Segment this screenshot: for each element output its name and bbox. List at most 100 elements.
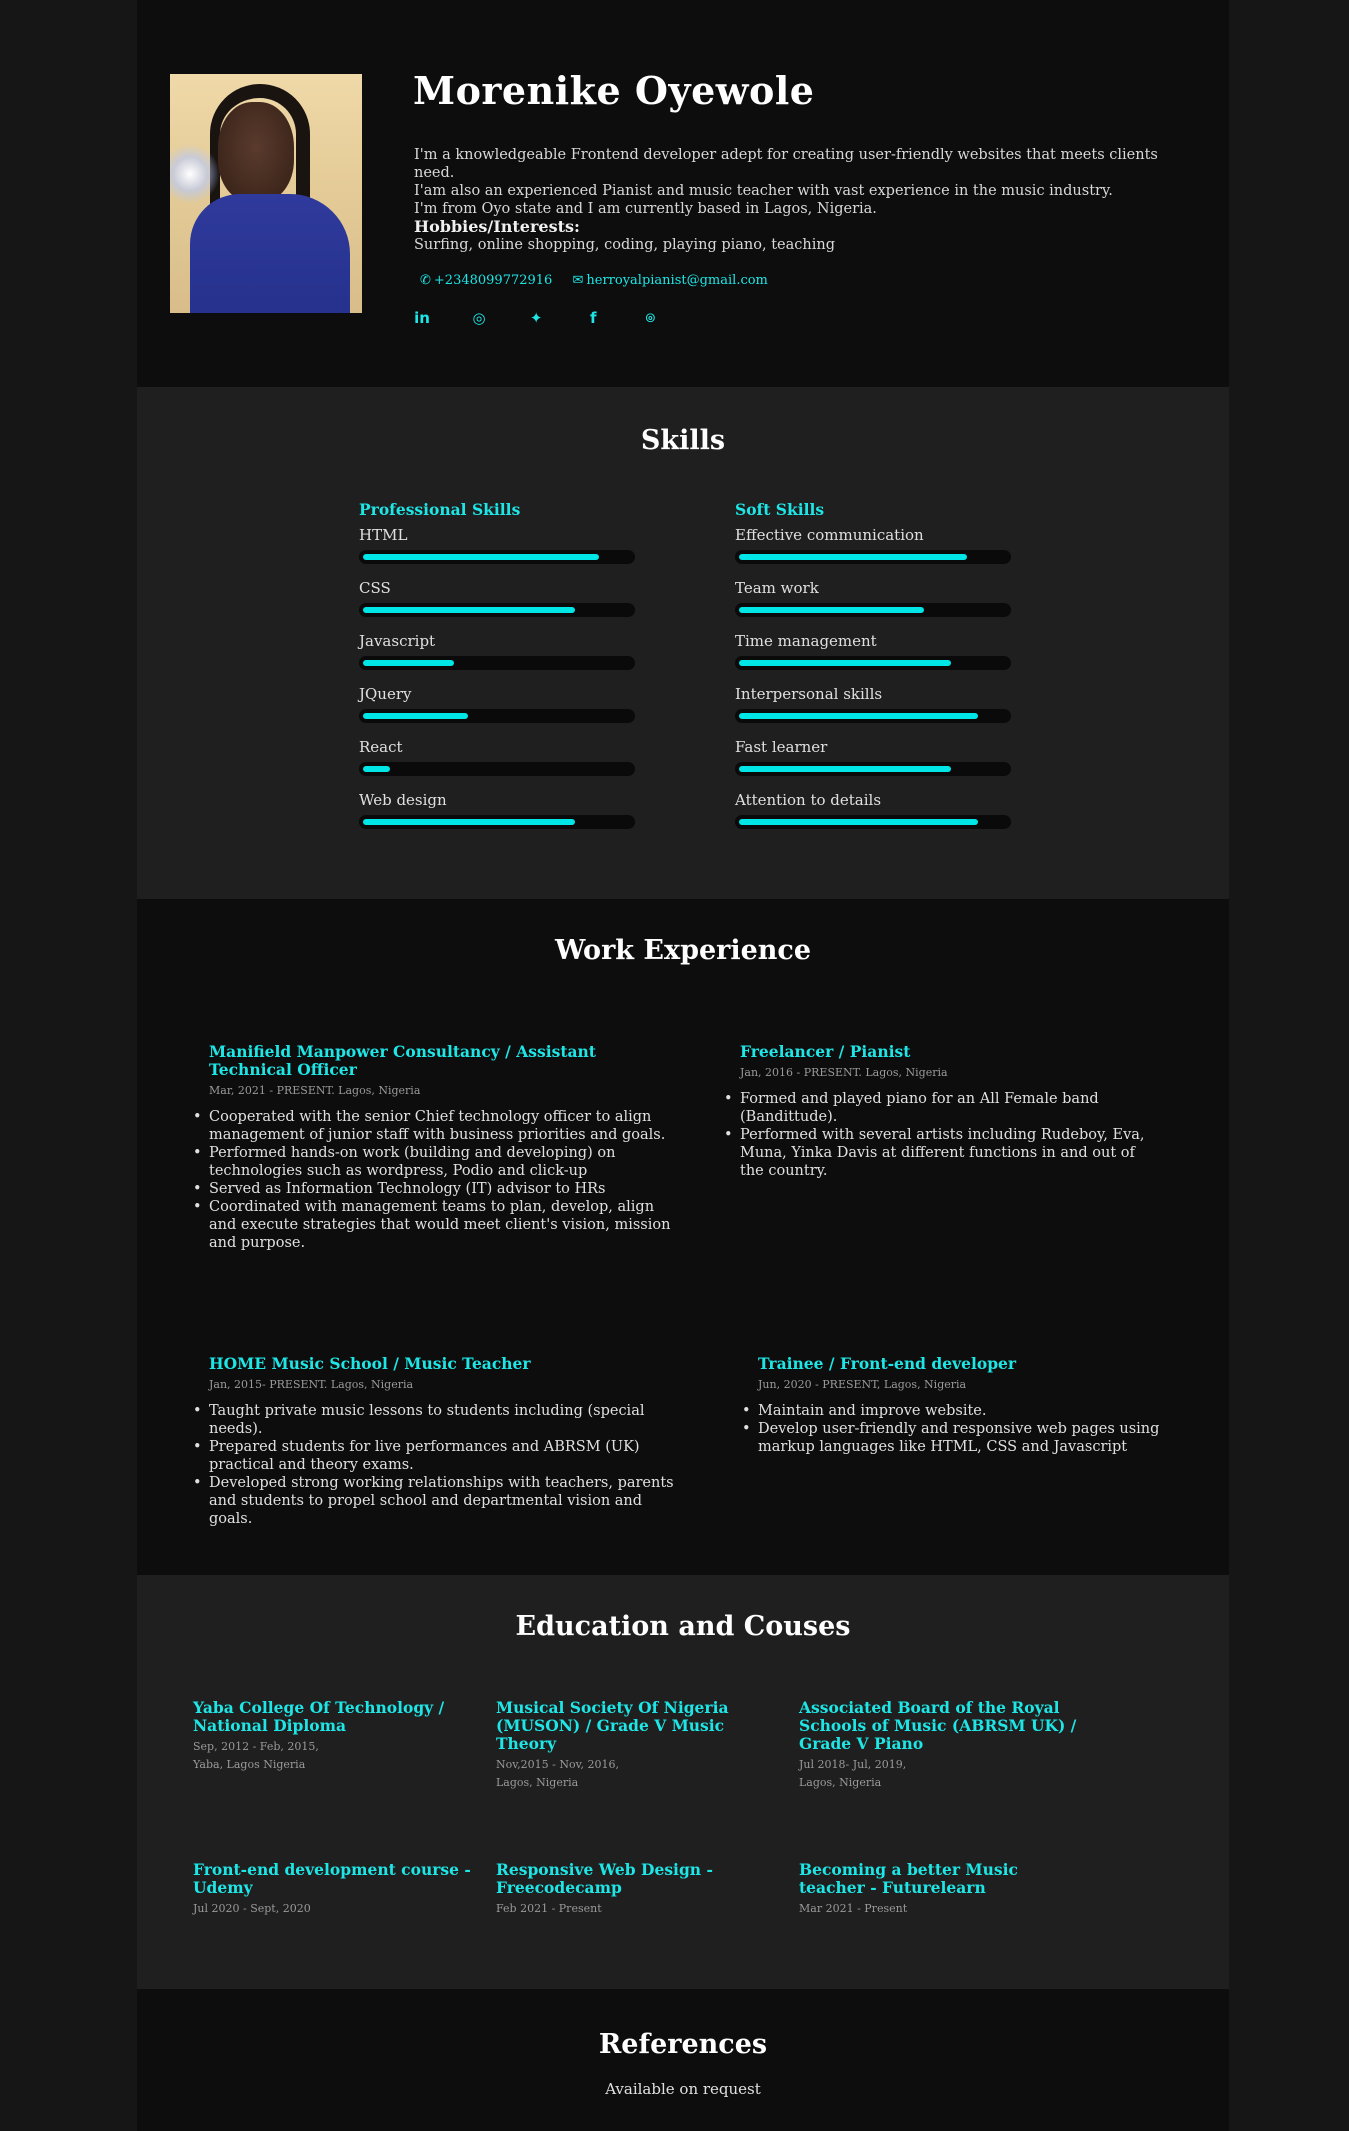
skill-label: Time management bbox=[735, 632, 877, 650]
job-bullet: Served as Information Technology (IT) ad… bbox=[193, 1180, 679, 1198]
skill-item: CSS bbox=[359, 579, 635, 632]
github-icon[interactable]: ⌾ bbox=[645, 309, 655, 327]
job-bullets: Cooperated with the senior Chief technol… bbox=[193, 1108, 679, 1252]
instagram-icon[interactable]: ◎ bbox=[472, 309, 486, 327]
course-location: Lagos, Nigeria bbox=[799, 1776, 882, 1789]
course-entry: Front-end development course - Udemy Jul… bbox=[193, 1861, 473, 1918]
work-experience-title: Work Experience bbox=[554, 935, 812, 966]
skill-bar-fill bbox=[739, 660, 951, 666]
course-dates: Jul 2020 - Sept, 2020 bbox=[193, 1902, 311, 1915]
skill-bar bbox=[359, 656, 635, 670]
skill-label: React bbox=[359, 738, 403, 756]
skill-label: Javascript bbox=[359, 632, 436, 650]
skill-label: Team work bbox=[735, 579, 819, 597]
soft-skills-title: Soft Skills bbox=[735, 500, 825, 519]
job-bullet: Maintain and improve website. bbox=[742, 1402, 1168, 1420]
course-meta: Jul 2018- Jul, 2019, Lagos, Nigeria bbox=[799, 1756, 1079, 1792]
skill-bar bbox=[735, 709, 1011, 723]
job-title: Freelancer / Pianist bbox=[740, 1042, 911, 1061]
skill-bar-fill bbox=[363, 660, 454, 666]
job-entry: Manifield Manpower Consultancy / Assista… bbox=[193, 1043, 679, 1252]
course-location: Lagos, Nigeria bbox=[496, 1776, 579, 1789]
course-dates: Nov,2015 - Nov, 2016, bbox=[496, 1758, 619, 1771]
references-section: References Available on request bbox=[137, 1989, 1229, 2131]
job-meta: Jun, 2020 - PRESENT, Lagos, Nigeria bbox=[758, 1378, 967, 1391]
phone-number: +2348099772916 bbox=[433, 273, 553, 288]
job-meta: Jan, 2016 - PRESENT. Lagos, Nigeria bbox=[740, 1066, 948, 1079]
twitter-icon[interactable]: ✦ bbox=[529, 309, 543, 327]
job-bullet: Prepared students for live performances … bbox=[193, 1438, 689, 1474]
job-bullet: Taught private music lessons to students… bbox=[193, 1402, 689, 1438]
course-title: Responsive Web Design - Freecodecamp bbox=[496, 1860, 713, 1897]
course-title: Yaba College Of Technology / National Di… bbox=[193, 1698, 445, 1735]
skill-item: Time management bbox=[735, 632, 1011, 685]
course-entry: Yaba College Of Technology / National Di… bbox=[193, 1699, 453, 1774]
skill-bar-fill bbox=[363, 766, 390, 772]
bio-line: I'm a knowledgeable Frontend developer a… bbox=[414, 147, 1158, 181]
skills-section: Skills Professional Skills HTML CSS Java… bbox=[137, 387, 1229, 899]
email-address: herroyalpianist@gmail.com bbox=[586, 273, 768, 288]
course-dates: Feb 2021 - Present bbox=[496, 1902, 602, 1915]
course-meta: Jul 2020 - Sept, 2020 bbox=[193, 1900, 473, 1918]
job-bullet: Cooperated with the senior Chief technol… bbox=[193, 1108, 679, 1144]
resume-page: Morenike Oyewole I'm a knowledgeable Fro… bbox=[137, 0, 1229, 2131]
skill-label: CSS bbox=[359, 579, 391, 597]
skill-bar bbox=[735, 550, 1011, 564]
skill-item: React bbox=[359, 738, 635, 791]
social-links: in ◎ ✦ f ⌾ bbox=[413, 308, 693, 327]
course-title: Associated Board of the Royal Schools of… bbox=[799, 1698, 1077, 1753]
course-entry: Responsive Web Design - Freecodecamp Feb… bbox=[496, 1861, 736, 1918]
course-location: Yaba, Lagos Nigeria bbox=[193, 1758, 306, 1771]
skill-label: Interpersonal skills bbox=[735, 685, 883, 703]
profile-header: Morenike Oyewole I'm a knowledgeable Fro… bbox=[137, 0, 1229, 387]
job-bullet: Coordinated with management teams to pla… bbox=[193, 1198, 679, 1252]
professional-skills: Professional Skills HTML CSS Javascript … bbox=[359, 500, 635, 844]
course-dates: Sep, 2012 - Feb, 2015, bbox=[193, 1740, 319, 1753]
skill-item: Web design bbox=[359, 791, 635, 844]
phone-icon: ✆ bbox=[420, 273, 431, 288]
work-experience-section: Work Experience Manifield Manpower Consu… bbox=[137, 899, 1229, 1575]
soft-skills: Soft Skills Effective communication Team… bbox=[735, 500, 1011, 844]
bio-line: I'am also an experienced Pianist and mus… bbox=[414, 183, 1113, 199]
skill-label: HTML bbox=[359, 526, 408, 544]
job-bullets: Formed and played piano for an All Femal… bbox=[724, 1090, 1160, 1180]
skill-bar bbox=[359, 603, 635, 617]
skill-label: Fast learner bbox=[735, 738, 828, 756]
skill-bar bbox=[359, 815, 635, 829]
skill-bar-fill bbox=[363, 607, 575, 613]
job-bullets: Maintain and improve website. Develop us… bbox=[742, 1402, 1168, 1456]
linkedin-icon[interactable]: in bbox=[414, 309, 430, 327]
email-link[interactable]: ✉ herroyalpianist@gmail.com bbox=[572, 273, 767, 288]
profile-photo bbox=[170, 74, 362, 313]
course-title: Becoming a better Music teacher - Future… bbox=[799, 1860, 1018, 1897]
job-entry: HOME Music School / Music Teacher Jan, 2… bbox=[193, 1355, 689, 1528]
references-title: References bbox=[598, 2029, 768, 2060]
course-title: Front-end development course - Udemy bbox=[193, 1860, 471, 1897]
skill-bar bbox=[735, 762, 1011, 776]
skill-item: JQuery bbox=[359, 685, 635, 738]
contact-info: ✆ +2348099772916 ✉ herroyalpianist@gmail.c… bbox=[420, 273, 784, 288]
skill-bar bbox=[359, 762, 635, 776]
course-entry: Associated Board of the Royal Schools of… bbox=[799, 1699, 1079, 1792]
skill-item: Interpersonal skills bbox=[735, 685, 1011, 738]
profile-bio: I'm a knowledgeable Frontend developer a… bbox=[414, 146, 1194, 218]
job-bullet: Performed with several artists including… bbox=[724, 1126, 1160, 1180]
skill-bar-fill bbox=[363, 554, 599, 560]
job-title: Trainee / Front-end developer bbox=[758, 1354, 1017, 1373]
job-meta: Jan, 2015- PRESENT. Lagos, Nigeria bbox=[209, 1378, 414, 1391]
hobbies-text: Surfing, online shopping, coding, playin… bbox=[414, 237, 835, 253]
skill-label: JQuery bbox=[359, 685, 412, 703]
skills-title: Skills bbox=[640, 425, 726, 456]
course-meta: Nov,2015 - Nov, 2016, Lagos, Nigeria bbox=[496, 1756, 756, 1792]
course-meta: Mar 2021 - Present bbox=[799, 1900, 1079, 1918]
skill-bar bbox=[735, 815, 1011, 829]
skill-bar bbox=[735, 603, 1011, 617]
facebook-icon[interactable]: f bbox=[590, 309, 597, 327]
course-title: Musical Society Of Nigeria (MUSON) / Gra… bbox=[496, 1698, 729, 1753]
skill-item: Effective communication bbox=[735, 526, 1011, 579]
education-section: Education and Couses Yaba College Of Tec… bbox=[137, 1575, 1229, 1989]
course-meta: Sep, 2012 - Feb, 2015, Yaba, Lagos Niger… bbox=[193, 1738, 453, 1774]
skill-bar-fill bbox=[739, 607, 924, 613]
skill-label: Effective communication bbox=[735, 526, 924, 544]
phone-link[interactable]: ✆ +2348099772916 bbox=[420, 273, 552, 288]
